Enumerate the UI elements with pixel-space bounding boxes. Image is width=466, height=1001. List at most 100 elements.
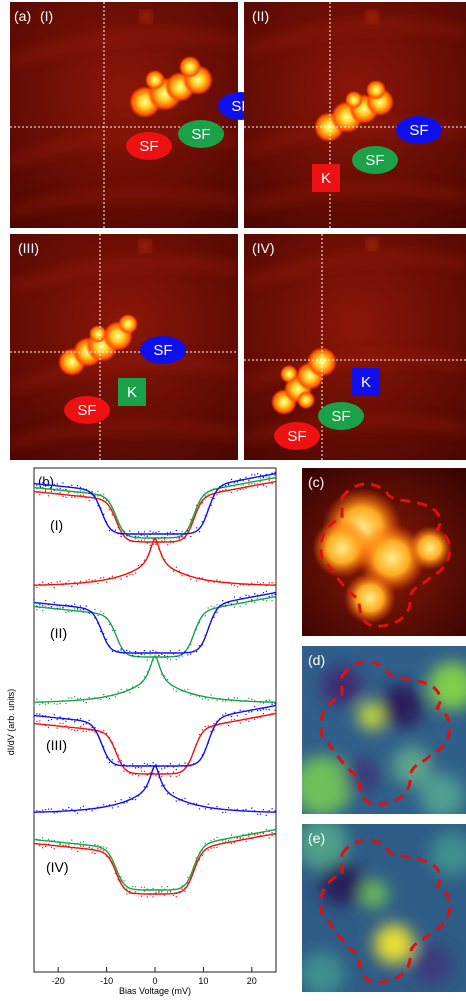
series-point (105, 499, 108, 502)
series-point (242, 718, 244, 720)
series-point (53, 713, 55, 716)
series-point (123, 574, 125, 576)
series-point (140, 534, 143, 536)
series-point (207, 699, 209, 701)
series-point (39, 713, 41, 715)
series-point (213, 581, 215, 583)
series-point (56, 845, 58, 847)
series-point (227, 839, 230, 842)
series-point (59, 716, 61, 718)
series-point (117, 576, 119, 578)
series-point (236, 480, 238, 483)
series-point (256, 486, 259, 488)
series-point (94, 497, 96, 499)
series-point (59, 702, 61, 705)
series-point (79, 609, 82, 611)
series-point (161, 540, 163, 542)
series-point (178, 688, 180, 690)
series-point (39, 603, 41, 606)
series-point (94, 608, 96, 611)
series-point (271, 599, 273, 602)
series-point (71, 808, 73, 810)
series-point (126, 893, 128, 895)
series-point (76, 850, 79, 853)
series-point (50, 606, 53, 608)
tag-i-red: SF (126, 132, 172, 160)
series-point (111, 529, 114, 531)
series-point (166, 772, 169, 774)
series-point (79, 605, 82, 607)
series-point (79, 580, 82, 583)
series-point (207, 849, 209, 851)
series-point (204, 496, 206, 498)
series-point (169, 540, 172, 542)
series-point (213, 722, 215, 725)
series-point (204, 495, 206, 497)
series-point (190, 535, 192, 538)
series-point (213, 847, 215, 849)
series-point (265, 834, 267, 836)
series-point (137, 766, 140, 769)
series-point (62, 700, 64, 702)
series-point (97, 490, 99, 492)
series-point (88, 492, 90, 494)
series-point (166, 564, 169, 566)
series-point (100, 630, 102, 633)
series-point (123, 880, 125, 882)
series-point (213, 729, 215, 731)
series-point (137, 889, 140, 891)
series-point (36, 488, 38, 490)
series-point (126, 575, 128, 578)
series-point (239, 700, 241, 702)
series-point (117, 754, 119, 756)
series-point (100, 806, 102, 808)
series-point (239, 605, 241, 607)
series-point (222, 489, 224, 492)
series-point (181, 653, 183, 655)
series-point (268, 708, 270, 711)
series-point (166, 534, 169, 536)
series-line-7 (33, 712, 277, 775)
series-point (198, 696, 201, 698)
series-point (193, 693, 195, 695)
series-point (123, 691, 125, 694)
series-point (210, 496, 212, 498)
series-point (79, 494, 82, 496)
series-point (225, 839, 227, 841)
series-point (39, 583, 41, 585)
series-point (239, 488, 241, 491)
series-point (233, 809, 236, 811)
series-point (120, 534, 122, 536)
series-point (56, 492, 58, 494)
series-point (204, 849, 206, 851)
series-point (36, 484, 38, 487)
series-point (146, 542, 148, 544)
series-point (219, 604, 221, 607)
series-point (178, 656, 180, 658)
series-point (74, 810, 76, 813)
series-point (132, 763, 134, 765)
series-point (161, 533, 163, 535)
series-point (105, 855, 108, 857)
series-point (111, 508, 114, 510)
series-point (245, 834, 247, 837)
series-point (68, 492, 70, 494)
series-point (53, 601, 55, 604)
series-point (219, 718, 221, 720)
series-point (198, 808, 201, 810)
series-point (82, 611, 85, 614)
series-point (216, 805, 218, 808)
series-point (33, 598, 35, 601)
series-point (65, 720, 67, 722)
series-point (184, 797, 186, 799)
series-point (39, 844, 41, 847)
series-points-5 (33, 590, 276, 658)
series-point (33, 841, 35, 843)
series-point (262, 484, 265, 486)
series-point (242, 710, 244, 712)
series-point (172, 570, 175, 572)
series-point (161, 555, 163, 557)
series-point (230, 715, 233, 718)
series-point (184, 537, 186, 540)
series-point (172, 771, 175, 773)
